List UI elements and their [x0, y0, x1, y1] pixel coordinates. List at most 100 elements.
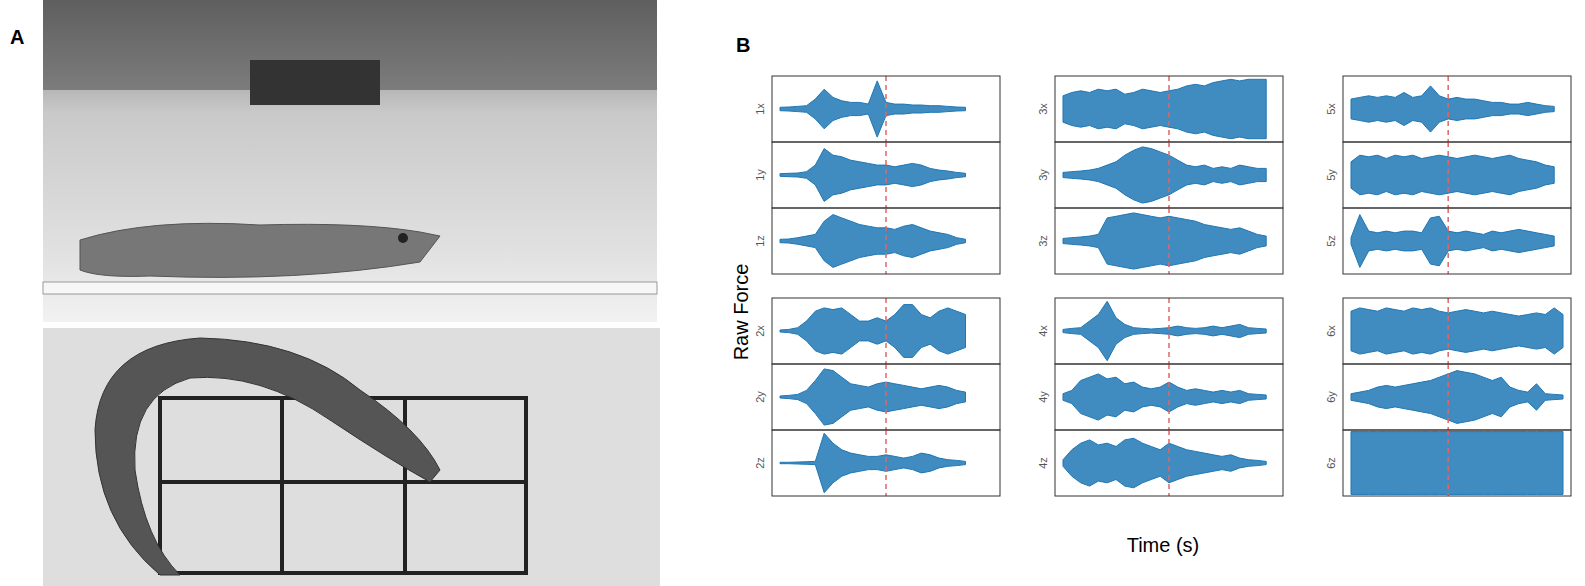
- event-line: [1168, 142, 1170, 208]
- photo-grid: [160, 480, 526, 484]
- plot-area: [1063, 374, 1266, 420]
- trace-label: 5x: [1325, 103, 1337, 115]
- force-trace: [1351, 86, 1554, 132]
- event-line: [1447, 364, 1449, 430]
- trace-label: 5z: [1325, 235, 1337, 247]
- trace-label: 1y: [754, 169, 766, 181]
- trace-label: 6z: [1325, 457, 1337, 469]
- event-line: [885, 298, 887, 364]
- event-line: [1168, 208, 1170, 274]
- event-line: [885, 364, 887, 430]
- photo-side: [43, 0, 657, 322]
- panel-label: B: [736, 34, 750, 56]
- event-line: [885, 430, 887, 496]
- force-trace: [780, 81, 966, 137]
- trace-label: 4y: [1037, 391, 1049, 403]
- event-line: [1447, 142, 1449, 208]
- trace-label: 4x: [1037, 325, 1049, 337]
- plot-area: [1063, 301, 1266, 360]
- photo-plate: [43, 282, 657, 294]
- plot-area: [1351, 155, 1554, 195]
- subplot-frame: [772, 142, 1000, 208]
- photo-sensor: [250, 60, 380, 105]
- plot-area: [780, 81, 966, 137]
- plot-area: [1351, 432, 1563, 495]
- subplot-frame: [1055, 208, 1283, 274]
- subplot-frame: [1055, 364, 1283, 430]
- trace-label: 6y: [1325, 391, 1337, 403]
- plot-area: [780, 215, 966, 268]
- trace-label: 2z: [754, 457, 766, 469]
- plot-area: [1063, 79, 1266, 138]
- figure: ABRaw ForceTime (s)1x1y1z2x2y2z3x3y3z4x4…: [0, 0, 1585, 586]
- subplot-frame: [772, 430, 1000, 496]
- event-line: [885, 76, 887, 142]
- subplot-frame: [1055, 430, 1283, 496]
- event-line: [1168, 298, 1170, 364]
- subplot-frame: [1343, 298, 1571, 364]
- subplot-frame: [1055, 298, 1283, 364]
- plot-area: [1063, 438, 1266, 488]
- force-trace: [1063, 438, 1266, 488]
- event-line: [1447, 430, 1449, 496]
- subplot-frame: [1055, 76, 1283, 142]
- plot-area: [780, 369, 966, 425]
- subplot-frame: [772, 76, 1000, 142]
- subplot-frame: [772, 208, 1000, 274]
- subplot-frame: [1343, 364, 1571, 430]
- force-trace: [1063, 79, 1266, 138]
- force-trace: [1351, 371, 1563, 424]
- plot-area: [1351, 371, 1563, 424]
- photo-grid: [280, 398, 284, 573]
- event-line: [1168, 76, 1170, 142]
- event-line: [1168, 430, 1170, 496]
- plot-area: [1063, 213, 1266, 269]
- trace-label: 4z: [1037, 457, 1049, 469]
- plot-area: [780, 149, 966, 202]
- event-line: [1447, 76, 1449, 142]
- force-trace: [1351, 155, 1554, 195]
- force-trace: [780, 433, 966, 492]
- subplot-frame: [1343, 208, 1571, 274]
- trace-label: 5y: [1325, 169, 1337, 181]
- plot-area: [780, 305, 966, 358]
- axis-title: Raw Force: [730, 264, 752, 361]
- plot-area: [780, 433, 966, 492]
- event-line: [1447, 298, 1449, 364]
- photo-top: [43, 328, 660, 586]
- panel-label: A: [10, 26, 24, 48]
- event-line: [1168, 364, 1170, 430]
- trace-label: 1z: [754, 235, 766, 247]
- force-trace: [780, 369, 966, 425]
- force-trace: [1351, 432, 1563, 495]
- trace-label: 6x: [1325, 325, 1337, 337]
- plot-area: [1063, 147, 1266, 203]
- subplot-frame: [772, 298, 1000, 364]
- event-line: [885, 142, 887, 208]
- plot-area: [1351, 86, 1554, 132]
- force-trace: [1063, 147, 1266, 203]
- plot-area: [1351, 215, 1554, 268]
- trace-label: 2x: [754, 325, 766, 337]
- subplot-frame: [1343, 142, 1571, 208]
- trace-label: 3y: [1037, 169, 1049, 181]
- force-trace: [780, 305, 966, 358]
- force-trace: [780, 149, 966, 202]
- force-trace: [1351, 215, 1554, 268]
- subplot-frame: [1343, 76, 1571, 142]
- plot-area: [1351, 308, 1563, 354]
- force-trace: [780, 215, 966, 268]
- force-trace: [1063, 301, 1266, 360]
- force-trace: [1351, 308, 1563, 354]
- photo-fish-eye: [398, 233, 408, 243]
- trace-label: 1x: [754, 103, 766, 115]
- subplot-frame: [1343, 430, 1571, 496]
- photo-fish-top: [95, 338, 440, 575]
- photo-fish: [80, 223, 440, 277]
- event-line: [1447, 208, 1449, 274]
- trace-label: 3x: [1037, 103, 1049, 115]
- force-trace: [1063, 374, 1266, 420]
- subplot-frame: [1055, 142, 1283, 208]
- trace-label: 3z: [1037, 235, 1049, 247]
- axis-title: Time (s): [1127, 534, 1200, 556]
